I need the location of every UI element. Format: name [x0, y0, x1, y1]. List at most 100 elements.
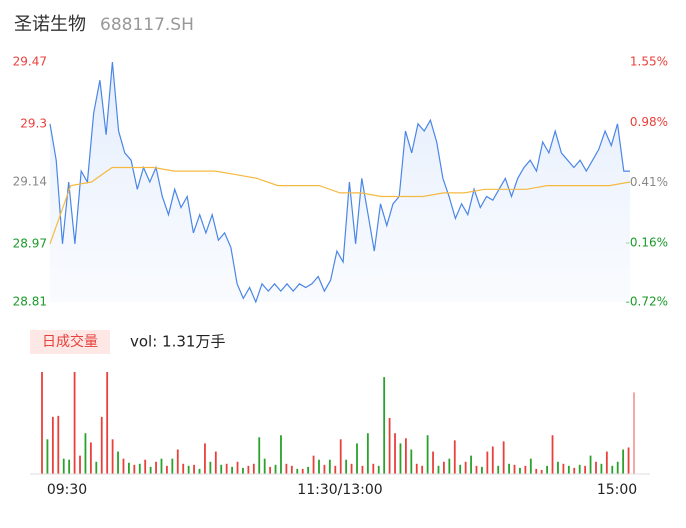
- volume-bar: [633, 392, 635, 474]
- volume-bar: [437, 465, 440, 474]
- volume-bar: [616, 461, 619, 474]
- y2-tick-label: -0.72%: [626, 295, 668, 309]
- volume-bar: [519, 467, 521, 474]
- y-tick-label: 28.97: [13, 236, 47, 250]
- volume-bar: [345, 459, 348, 474]
- volume-bar: [491, 446, 494, 474]
- price-area: [50, 62, 630, 302]
- volume-bar: [448, 458, 451, 474]
- volume-bar: [193, 464, 195, 474]
- y2-tick-label: -0.16%: [626, 235, 668, 249]
- volume-bar: [573, 467, 576, 474]
- volume-bar: [127, 462, 130, 474]
- y-tick-label: 29.47: [13, 55, 47, 69]
- volume-bar: [622, 449, 625, 474]
- volume-bar: [611, 465, 614, 474]
- volume-bar: [551, 435, 554, 474]
- volume-bar: [562, 463, 565, 474]
- y-tick-label: 29.14: [13, 175, 47, 189]
- volume-bar: [361, 465, 364, 474]
- volume-bar: [209, 461, 212, 474]
- volume-bar: [481, 466, 483, 474]
- volume-bar: [111, 439, 114, 474]
- volume-bar: [285, 463, 288, 474]
- volume-bar: [204, 443, 206, 474]
- volume-bar: [372, 463, 375, 474]
- volume-bar: [529, 458, 532, 474]
- volume-bar: [41, 372, 43, 474]
- volume-bar: [432, 451, 434, 474]
- volume-bar: [149, 466, 152, 474]
- x-tick-label: 15:00: [597, 482, 637, 498]
- volume-bar: [307, 466, 310, 474]
- y-tick-label: 29.3: [20, 116, 47, 130]
- volume-bar: [84, 433, 87, 474]
- volume-bar: [231, 466, 233, 474]
- volume-bar: [122, 458, 125, 474]
- volume-bar: [366, 433, 369, 474]
- volume-bar: [426, 435, 429, 474]
- volume-bar: [144, 459, 147, 474]
- volume-bar: [350, 463, 353, 474]
- volume-bar: [68, 459, 71, 474]
- volume-bar: [198, 468, 201, 474]
- volume-bar: [459, 464, 462, 474]
- volume-bar: [318, 459, 320, 474]
- x-tick-label: 09:30: [47, 482, 87, 498]
- volume-bar: [475, 465, 478, 474]
- volume-label-bg: [30, 330, 110, 354]
- volume-bar: [57, 415, 60, 474]
- volume-bar: [225, 463, 228, 474]
- volume-summary: vol: 1.31万手: [130, 333, 225, 351]
- volume-bar: [100, 416, 103, 474]
- volume-bar: [410, 449, 413, 474]
- volume-bar: [236, 461, 239, 474]
- volume-bar: [334, 465, 337, 474]
- volume-bar: [296, 468, 299, 474]
- volume-bar: [258, 437, 261, 474]
- volume-bar: [557, 461, 559, 474]
- volume-bar: [394, 433, 396, 474]
- volume-bar: [323, 464, 326, 474]
- volume-bar: [388, 417, 391, 474]
- volume-bar: [328, 459, 331, 474]
- volume-bar: [62, 458, 65, 474]
- volume-bar: [312, 455, 315, 474]
- volume-bar: [595, 461, 597, 474]
- volume-bar: [421, 465, 424, 474]
- volume-bar: [301, 468, 304, 474]
- volume-bar: [443, 461, 445, 474]
- volume-bar: [404, 438, 407, 474]
- volume-bar: [524, 465, 527, 474]
- volume-bar: [95, 461, 98, 474]
- volume-bar: [138, 463, 141, 474]
- volume-bar: [383, 377, 386, 474]
- x-tick-label: 11:30/13:00: [297, 482, 382, 498]
- volume-bar: [269, 466, 272, 474]
- volume-bar: [415, 463, 418, 474]
- volume-bar: [605, 451, 608, 474]
- volume-bar: [263, 458, 266, 474]
- volume-bar: [182, 463, 185, 474]
- volume-bar: [546, 465, 549, 474]
- volume-bar: [377, 465, 380, 474]
- volume-bar: [280, 435, 282, 474]
- volume-bar: [171, 458, 174, 474]
- volume-bar: [155, 461, 157, 474]
- y2-tick-label: 1.55%: [630, 55, 668, 69]
- volume-bar: [578, 464, 581, 474]
- volume-bar: [486, 451, 489, 474]
- volume-label: 日成交量: [42, 333, 98, 350]
- volume-bar: [535, 468, 538, 474]
- volume-bar: [274, 464, 277, 474]
- volume-bar: [540, 469, 543, 474]
- title: 圣诺生物: [14, 14, 86, 35]
- volume-bar: [584, 465, 587, 474]
- volume-bar: [502, 441, 505, 474]
- volume-bar: [399, 443, 402, 474]
- volume-bar: [464, 461, 467, 474]
- subtitle: 688117.SH: [100, 15, 194, 35]
- volume-bar: [89, 442, 92, 474]
- volume-bar: [242, 467, 244, 474]
